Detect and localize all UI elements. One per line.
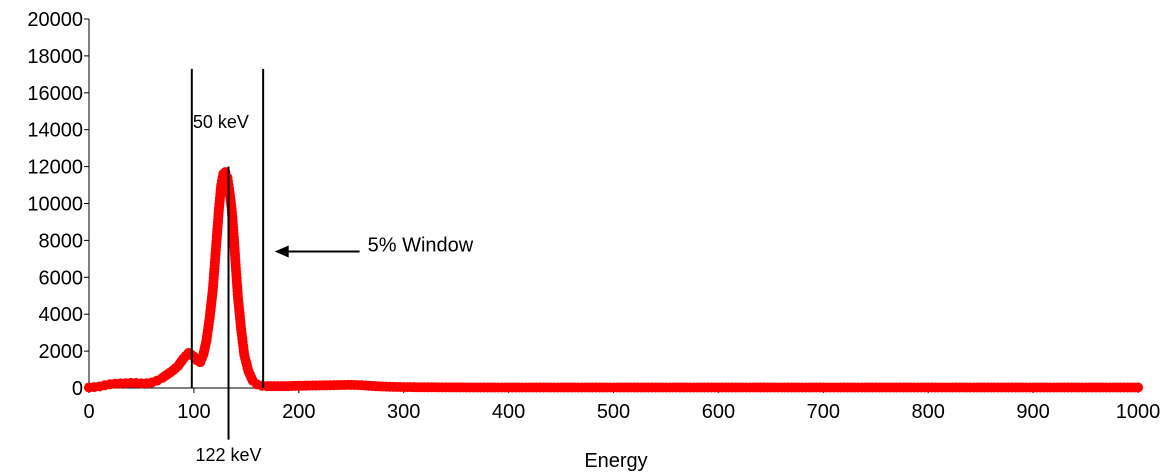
x-axis: 0 100 200 300 400 500 600 700 800 900 1000 [83,387,1161,423]
data-point [1133,382,1143,393]
y-tick-label: 20000 [27,9,83,31]
y-tick-label: 2000 [39,341,84,363]
y-tick-label: 16000 [27,83,83,105]
x-axis-label: Energy [584,450,647,472]
annotation-label: 5% Window [368,234,474,256]
y-tick-label: 6000 [39,267,84,289]
x-tick-label: 500 [597,401,630,423]
y-tick-label: 0 [72,378,83,400]
arrow-head [274,245,289,258]
x-tick-label: 0 [83,401,94,423]
y-tick-label: 14000 [27,120,83,142]
x-tick-label: 200 [282,401,315,423]
x-tick-label: 100 [177,401,210,423]
y-axis: 0 2000 4000 6000 8000 10000 12000 14000 16000 180… [27,9,90,400]
x-tick-label: 700 [807,401,840,423]
y-tick-label: 8000 [39,230,84,252]
x-tick-label: 800 [912,401,945,423]
y-tick-label: 4000 [39,304,84,326]
annotation-lines [190,68,360,440]
x-tick-label: 900 [1016,401,1049,423]
x-tick-label: 600 [702,401,735,423]
annotation-label: 122 keV [195,445,261,465]
data-points [84,167,1143,393]
x-tick-label: 1000 [1116,401,1161,423]
annotations: 50 keV 122 keV 5% Window [193,112,474,465]
x-tick-label: 400 [492,401,525,423]
y-tick-label: 12000 [27,157,83,179]
y-tick-label: 18000 [27,46,83,68]
annotation-label: 50 keV [193,112,249,132]
y-tick-label: 10000 [27,194,83,216]
x-tick-label: 300 [387,401,420,423]
